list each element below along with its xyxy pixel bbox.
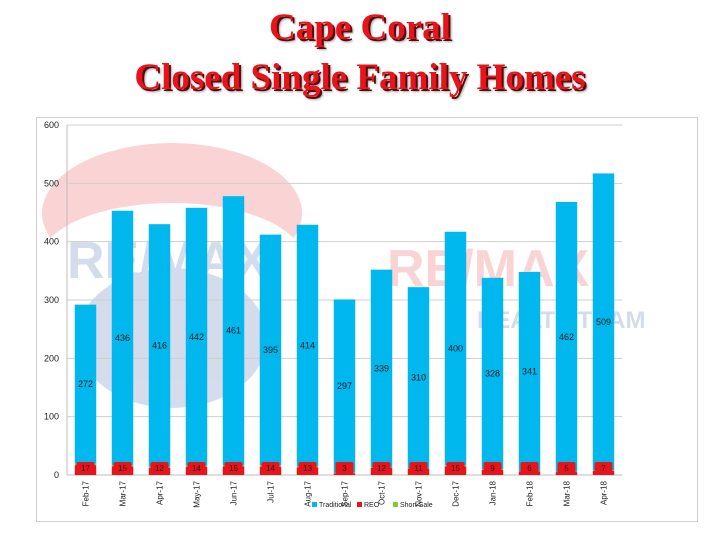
y-tick-label: 400 [44,237,59,247]
data-label-traditional: 416 [152,341,167,351]
bar-traditional [111,210,134,466]
data-label-reo: 14 [192,464,201,473]
x-tick-label: Jul-17 [267,480,276,502]
data-label-reo-badge [224,462,243,474]
data-label-traditional: 272 [78,379,93,389]
data-label-reo: 13 [303,464,312,473]
data-label-traditional: 310 [411,373,426,383]
bar-traditional [370,269,393,468]
x-tick-label: Mar-17 [119,480,128,506]
y-tick-label: 100 [44,412,59,422]
x-tick-label: Feb-18 [526,480,535,506]
legend-swatch-0 [312,502,317,507]
x-tick-label: Oct-17 [378,480,387,505]
bar-traditional [592,173,615,471]
x-tick-label: Mar-18 [563,480,572,506]
x-tick-label: Nov-17 [415,480,424,506]
x-tick-label: May-17 [193,480,202,507]
bar-traditional [148,224,171,467]
data-label-reo-badge [446,462,465,474]
legend-label: Short Sale [400,502,433,509]
bar-traditional [222,196,245,466]
data-label-traditional: 414 [300,341,315,351]
x-tick-label: Feb-17 [82,480,91,506]
data-label-reo: 7 [601,464,606,473]
bar-traditional [407,287,430,468]
data-label-traditional: 328 [485,369,500,379]
bar-traditional [444,231,467,466]
data-label-reo: 12 [377,464,386,473]
x-tick-label: Jan-18 [489,480,498,505]
data-label-reo-badge [150,462,169,474]
data-label-reo-badge [594,462,613,474]
bar-traditional [481,277,504,470]
data-label-reo-badge [409,462,428,474]
data-label-reo: 15 [229,464,238,473]
data-label-reo-badge [483,462,502,474]
data-label-reo-badge [76,462,95,474]
data-label-traditional: 400 [448,343,463,353]
x-tick-label: Apr-18 [600,480,609,505]
data-label-reo: 11 [414,464,423,473]
data-label-traditional: 297 [337,381,352,391]
data-label-reo: 15 [451,464,460,473]
bar-chart: RE/MAX RE/MAX REALTY TEAM 01002003004005… [42,120,645,509]
y-tick-label: 200 [44,353,59,363]
data-label-reo-badge [372,462,391,474]
x-tick-label: Apr-17 [156,480,165,505]
data-label-traditional: 509 [596,317,611,327]
bar-traditional [74,304,97,464]
data-label-traditional: 395 [263,345,278,355]
chart-frame: RE/MAX RE/MAX REALTY TEAM 01002003004005… [36,117,698,522]
y-tick-label: 300 [44,295,59,305]
data-label-traditional: 461 [226,326,241,336]
data-label-reo-badge [113,462,132,474]
bar-traditional [518,272,541,471]
data-label-traditional: 442 [189,332,204,342]
bar-traditional [296,224,319,467]
bar-traditional [333,299,356,473]
data-label-reo: 5 [564,464,569,473]
data-label-reo-badge [335,462,354,474]
data-label-traditional: 436 [115,333,130,343]
x-tick-label: Dec-17 [452,480,461,506]
data-label-reo: 12 [155,464,164,473]
data-label-traditional: 339 [374,364,389,374]
bar-traditional [555,202,578,472]
legend-label: Traditional [319,502,352,509]
data-label-reo: 9 [490,464,495,473]
data-label-reo: 6 [527,464,532,473]
data-label-reo-badge [520,462,539,474]
chart-title-line-2: Closed Single Family Homes [134,57,586,98]
data-label-traditional: 341 [522,366,537,376]
y-tick-label: 500 [44,178,59,188]
x-tick-label: Sep-17 [341,480,350,506]
legend-swatch-2 [393,502,398,507]
data-label-reo: 15 [118,464,127,473]
legend-label: REO [364,502,380,509]
chart-title-line-1: Cape Coral [269,7,451,48]
bar-traditional [259,234,282,466]
data-label-reo: 14 [266,464,275,473]
data-label-reo-badge [187,462,206,474]
data-label-reo-badge [261,462,280,474]
x-tick-label: Aug-17 [304,480,313,506]
data-label-reo: 3 [342,464,347,473]
legend-swatch-1 [357,502,362,507]
y-tick-label: 0 [54,470,59,480]
data-label-reo-badge [557,462,576,474]
data-label-reo-badge [298,462,317,474]
y-tick-label: 600 [44,120,59,130]
data-label-reo: 17 [81,464,90,473]
bar-traditional [185,207,208,466]
x-tick-label: Jun-17 [230,480,239,505]
data-label-traditional: 462 [559,332,574,342]
bar-reo [333,473,356,475]
